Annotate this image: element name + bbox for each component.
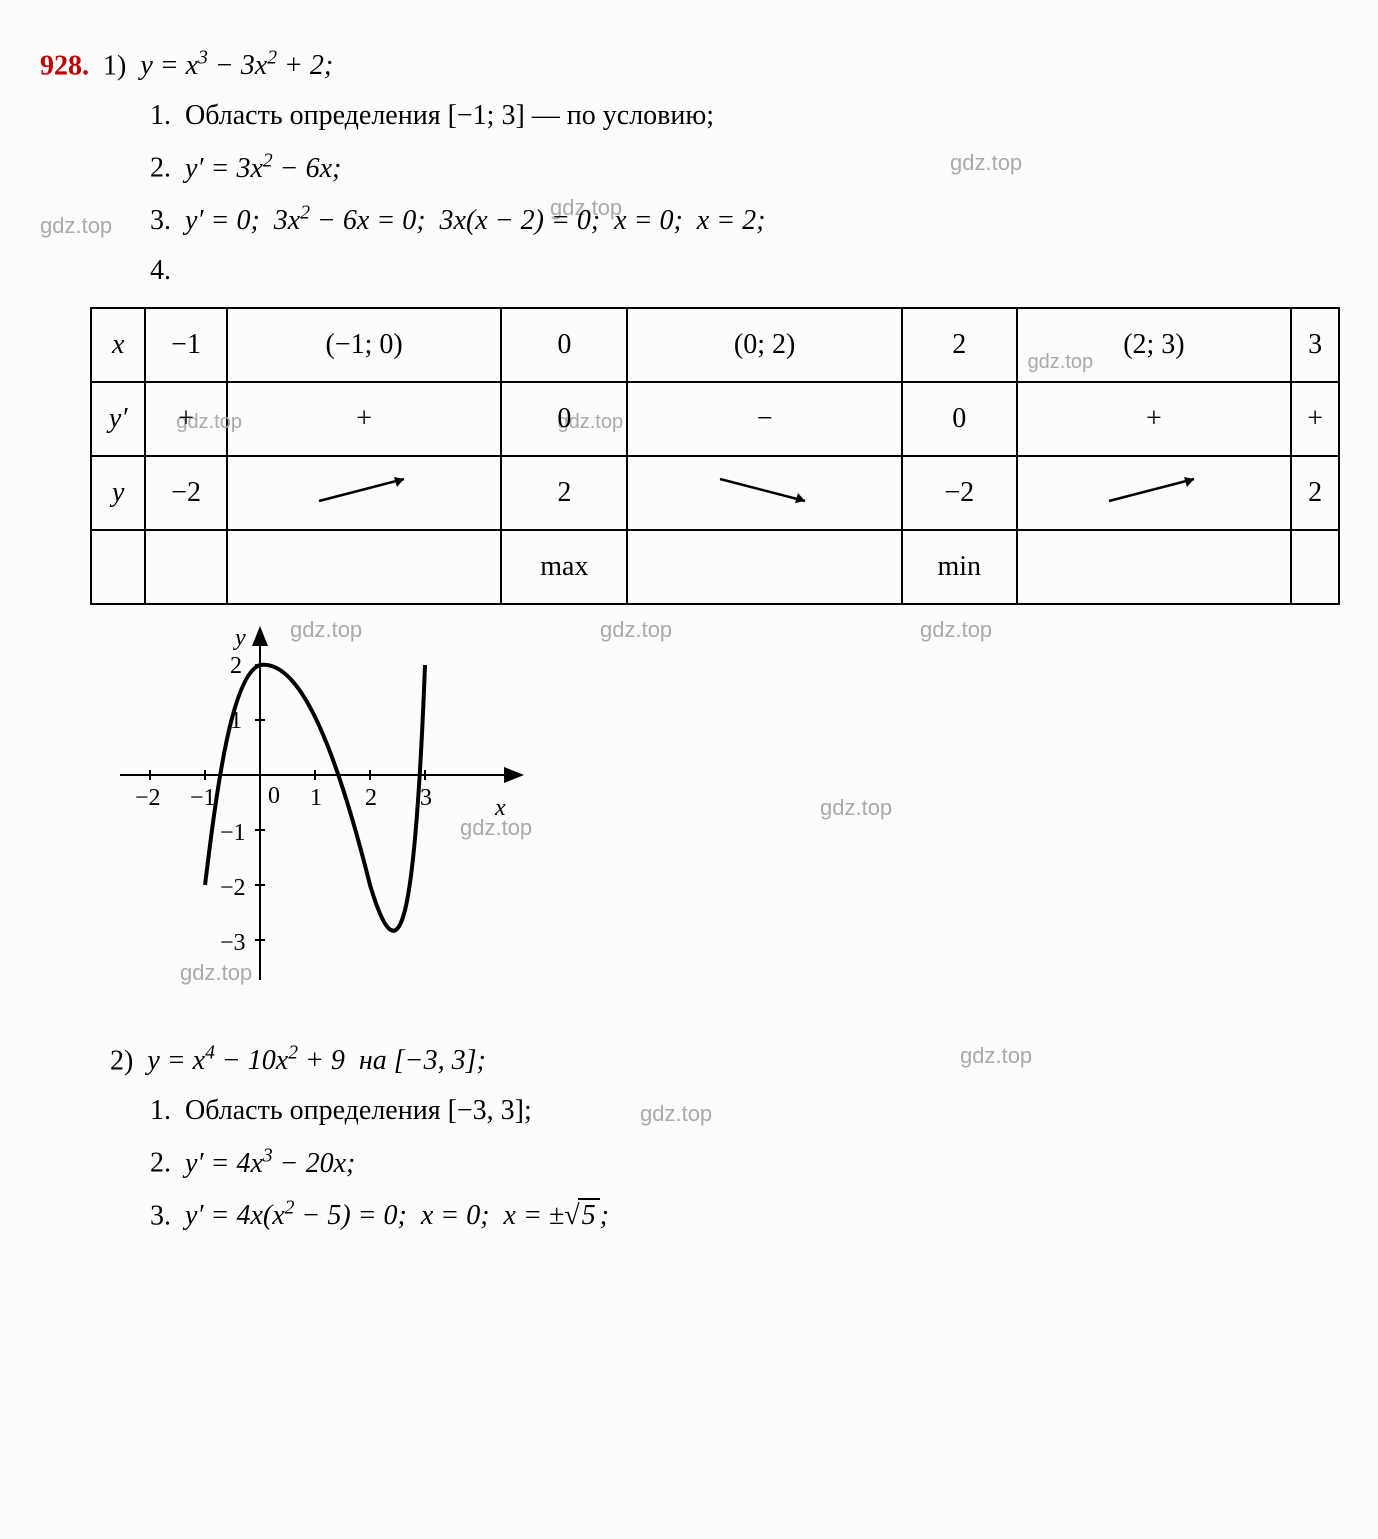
- cell: −: [627, 382, 902, 456]
- table-row-y: y −2 2 −2 2: [91, 456, 1339, 530]
- part2-label: 2): [110, 1045, 133, 1076]
- part2-equation: y = x4 − 10x2 + 9 на [−3, 3];: [147, 1045, 485, 1076]
- arrow-down-icon: [710, 471, 820, 507]
- cell: [1291, 530, 1339, 604]
- p2-step2-text: y′ = 4x3 − 20x;: [185, 1148, 355, 1179]
- problem-header: 928. 1) y = x3 − 3x2 + 2;: [40, 48, 1338, 82]
- cell: +: [227, 382, 502, 456]
- cell: +: [1291, 382, 1339, 456]
- part2-header: 2) y = x4 − 10x2 + 9 на [−3, 3]; gdz.top: [110, 1043, 1338, 1077]
- watermark: gdz.top: [820, 795, 892, 821]
- svg-text:−2: −2: [220, 875, 246, 901]
- watermark: gdz.top: [950, 150, 1022, 176]
- svg-text:−3: −3: [220, 930, 246, 956]
- cell: 2: [1291, 456, 1339, 530]
- cell: 0 gdz.top: [501, 382, 627, 456]
- cell: [145, 530, 226, 604]
- p2-step1-num: 1.: [150, 1095, 171, 1126]
- cell: (0; 2): [627, 308, 902, 382]
- cell-text: (2; 3): [1123, 329, 1184, 360]
- p2-step2-num: 2.: [150, 1148, 171, 1179]
- cell: [91, 530, 145, 604]
- step3-num: 3.: [150, 205, 171, 236]
- svg-text:y: y: [233, 625, 246, 651]
- svg-text:1: 1: [310, 785, 322, 811]
- part1-equation: y = x3 − 3x2 + 2;: [140, 50, 333, 81]
- table-row-x: x −1 (−1; 0) 0 (0; 2) 2 (2; 3) gdz.top 3: [91, 308, 1339, 382]
- step2: 2. y′ = 3x2 − 6x; gdz.top: [150, 150, 1338, 184]
- p2-step1-text: Область определения [−3, 3];: [185, 1095, 532, 1126]
- graph: −2 −1 0 1 2 3 2 1 −1 −2 −3 x y gdz.top g…: [100, 615, 1338, 1023]
- svg-text:−2: −2: [135, 785, 161, 811]
- step1: 1. Область определения [−1; 3] — по усло…: [150, 100, 1338, 132]
- p2-step1: 1. Область определения [−3, 3];: [150, 1095, 1338, 1127]
- cell: 3: [1291, 308, 1339, 382]
- step2-num: 2.: [150, 153, 171, 184]
- watermark: gdz.top: [1028, 351, 1094, 374]
- step1-text: Область определения [−1; 3] — по условию…: [185, 100, 714, 131]
- cell: 0: [501, 308, 627, 382]
- svg-text:2: 2: [365, 785, 377, 811]
- cell: −2: [145, 456, 226, 530]
- step3-text: y′ = 0; 3x2 − 6x = 0; 3x(x − 2) = 0; x =…: [185, 205, 765, 236]
- svg-text:2: 2: [230, 653, 242, 679]
- cell-text: +: [178, 403, 194, 434]
- cell-min: min: [902, 530, 1017, 604]
- svg-text:x: x: [494, 795, 506, 821]
- cell: 2: [902, 308, 1017, 382]
- cell: [1017, 530, 1292, 604]
- p2-step2: 2. y′ = 4x3 − 20x;: [150, 1145, 1338, 1179]
- watermark: gdz.top: [40, 213, 112, 239]
- arrow-up-icon: [1099, 471, 1209, 507]
- step3: gdz.top 3. y′ = 0; 3x2 − 6x = 0; 3x(x − …: [100, 203, 1338, 237]
- cell-x: x: [91, 308, 145, 382]
- cell: 2: [501, 456, 627, 530]
- p2-step3-text: y′ = 4x(x2 − 5) = 0; x = 0; x = ±√5;: [185, 1200, 609, 1231]
- cell: (−1; 0): [227, 308, 502, 382]
- watermark: gdz.top: [960, 1043, 1032, 1069]
- cell-arrow-up: [227, 456, 502, 530]
- graph-svg: −2 −1 0 1 2 3 2 1 −1 −2 −3 x y: [100, 615, 580, 1015]
- svg-text:−1: −1: [190, 785, 216, 811]
- cell: (2; 3) gdz.top: [1017, 308, 1292, 382]
- cell-y: y: [91, 456, 145, 530]
- cell-arrow-down: [627, 456, 902, 530]
- cell: −1: [145, 308, 226, 382]
- cell-yprime: y′: [91, 382, 145, 456]
- p2-step3: 3. y′ = 4x(x2 − 5) = 0; x = 0; x = ±√5;: [150, 1198, 1338, 1232]
- cell: 0: [902, 382, 1017, 456]
- cell: −2: [902, 456, 1017, 530]
- svg-text:−1: −1: [220, 820, 246, 846]
- step4: 4.: [150, 255, 1338, 287]
- cell: [227, 530, 502, 604]
- table-row-extrema: max min: [91, 530, 1339, 604]
- cell: +: [1017, 382, 1292, 456]
- step2-text: y′ = 3x2 − 6x;: [185, 153, 341, 184]
- p2-step3-num: 3.: [150, 1200, 171, 1231]
- cell: + gdz.top: [145, 382, 226, 456]
- svg-text:3: 3: [420, 785, 432, 811]
- cell-text: 0: [557, 403, 571, 434]
- arrow-up-icon: [309, 471, 419, 507]
- sign-table: x −1 (−1; 0) 0 (0; 2) 2 (2; 3) gdz.top 3…: [90, 307, 1340, 605]
- step1-num: 1.: [150, 100, 171, 131]
- part1-label: 1): [103, 50, 126, 81]
- table-row-yprime: y′ + gdz.top + 0 gdz.top − 0 + +: [91, 382, 1339, 456]
- step4-num: 4.: [150, 255, 171, 286]
- cell: [627, 530, 902, 604]
- problem-number: 928.: [40, 50, 89, 81]
- cell-max: max: [501, 530, 627, 604]
- svg-text:0: 0: [268, 783, 280, 809]
- cell-arrow-up: [1017, 456, 1292, 530]
